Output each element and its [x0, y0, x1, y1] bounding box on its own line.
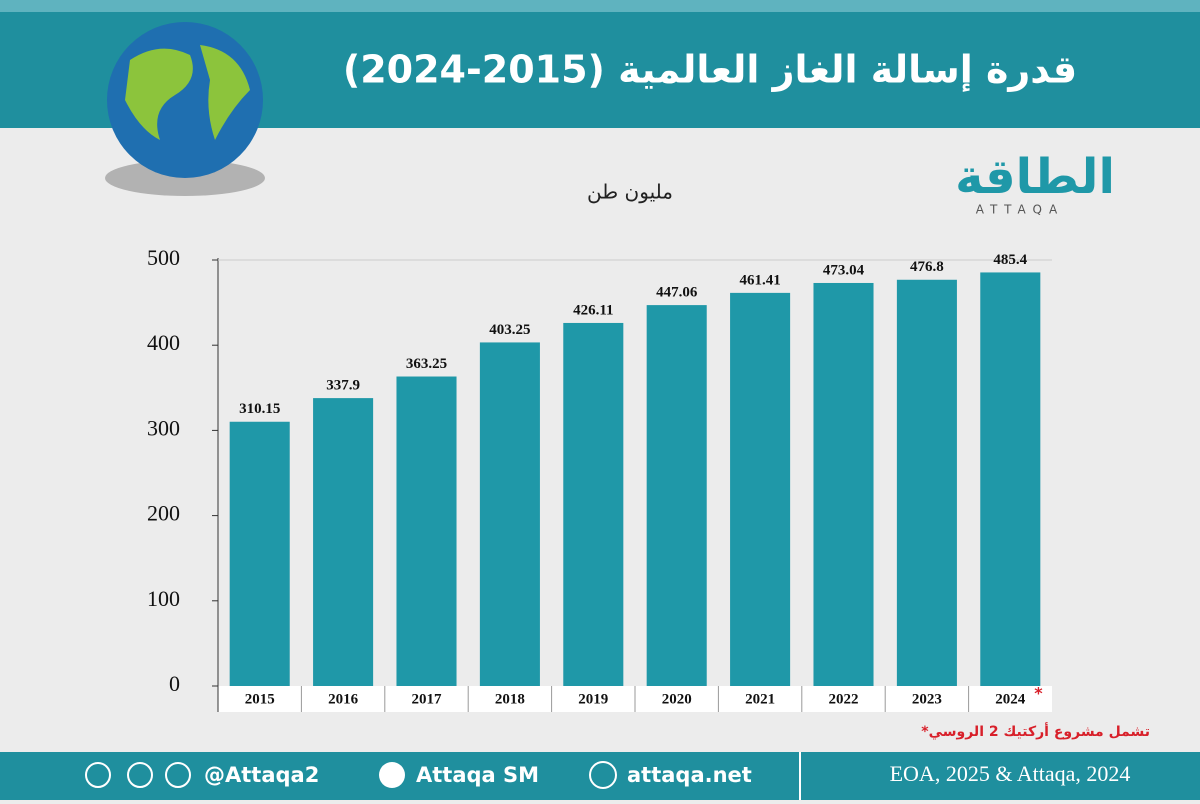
- x-tick-label: 2016: [328, 691, 359, 707]
- footer-twitter: @Attaqa2: [204, 763, 319, 787]
- footer-youtube: Attaqa SM: [416, 763, 539, 787]
- bar: [646, 305, 707, 686]
- value-label: 485.4: [993, 252, 1027, 268]
- bar: [479, 342, 540, 686]
- bar: [980, 272, 1041, 686]
- facebook-icon: [165, 762, 191, 788]
- globe-land: [125, 45, 250, 140]
- y-axis-label: مليون طن: [587, 180, 673, 204]
- x-tick-label: 2023: [912, 691, 942, 707]
- y-tick-label: 300: [147, 415, 180, 440]
- value-label: 426.11: [573, 302, 613, 318]
- footer-website: attaqa.net: [627, 763, 752, 787]
- value-label: 461.41: [739, 272, 780, 288]
- x-tick-label: 2015: [245, 691, 275, 707]
- footer-source: EOA, 2025 & Attaqa, 2024: [890, 761, 1131, 786]
- bar: [396, 376, 457, 686]
- x-tick-label: 2020: [662, 691, 692, 707]
- x-tick-label: 2019: [578, 691, 608, 707]
- bar: [813, 282, 874, 686]
- y-tick-label: 500: [147, 245, 180, 270]
- x-icon: [85, 762, 111, 788]
- logo-latin: ATTAQA: [976, 203, 1064, 217]
- footnote-marker: *: [1034, 684, 1043, 703]
- x-tick-label: 2017: [412, 691, 443, 707]
- x-tick-label: 2022: [829, 691, 859, 707]
- bar: [313, 398, 374, 686]
- value-label: 337.9: [326, 378, 360, 394]
- y-tick-label: 100: [147, 586, 180, 611]
- youtube-icon: [379, 762, 405, 788]
- y-tick-label: 200: [147, 501, 180, 526]
- x-tick-label: 2024: [995, 691, 1026, 707]
- value-label: 476.8: [910, 259, 944, 275]
- logo-name: الطاقة: [955, 149, 1115, 205]
- header-strip: [0, 0, 1200, 12]
- footer-band: [0, 752, 1200, 800]
- footnote: *تشمل مشروع أركتيك 2 الروسي: [921, 722, 1150, 740]
- y-tick-label: 400: [147, 330, 180, 355]
- value-label: 447.06: [656, 285, 698, 301]
- x-tick-label: 2018: [495, 691, 525, 707]
- y-tick-label: 0: [169, 671, 180, 696]
- value-label: 473.04: [823, 262, 865, 278]
- web-icon: [589, 761, 617, 789]
- value-label: 403.25: [489, 322, 530, 338]
- bar: [730, 292, 791, 686]
- bar: [229, 421, 290, 686]
- value-label: 363.25: [406, 356, 447, 372]
- bar: [563, 322, 624, 686]
- chart-title: قدرة إسالة الغاز العالمية (2015-2024): [343, 48, 1077, 93]
- instagram-icon: [127, 762, 153, 788]
- value-label: 310.15: [239, 401, 280, 417]
- x-tick-label: 2021: [745, 691, 775, 707]
- bar: [896, 279, 957, 686]
